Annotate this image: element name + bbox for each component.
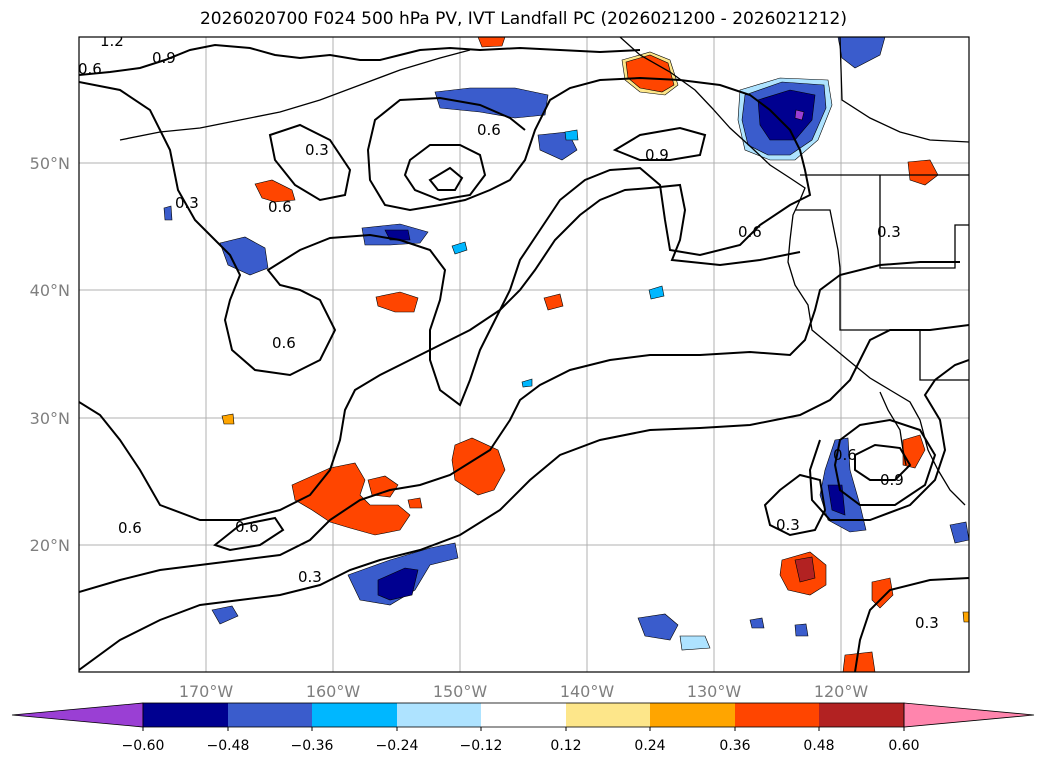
colorbar-tick-label: −0.24 [376, 738, 419, 754]
lat-axis: 50°N 40°N 30°N 20°N [30, 154, 70, 555]
colorbar-segment [819, 703, 904, 727]
lat-label: 20°N [30, 536, 70, 555]
contour-label: 0.6 [272, 334, 296, 352]
colorbar-tick-label: −0.60 [122, 738, 165, 754]
contour-label: 0.3 [877, 223, 901, 241]
contour-labels: 1.2 0.9 0.6 0.3 0.6 0.9 0.6 0.3 0.6 0.6 … [78, 32, 939, 632]
contour-label: 0.3 [776, 516, 800, 534]
colorbar-arrow-left [11, 702, 144, 728]
colorbar-segment [566, 703, 650, 727]
colorbar-segment [735, 703, 819, 727]
contour-label: 0.9 [152, 49, 176, 67]
contour-label: 0.9 [645, 146, 669, 164]
contour-label: 0.6 [268, 198, 292, 216]
lon-label: 150°W [433, 682, 488, 701]
contour-label: 0.6 [833, 446, 857, 464]
colorbar-arrow-right [903, 702, 1035, 728]
colorbar-tick-label: 0.12 [550, 738, 581, 754]
lat-label: 50°N [30, 154, 70, 173]
colorbar-frame [142, 702, 905, 728]
lat-label: 30°N [30, 409, 70, 428]
lon-label: 140°W [560, 682, 615, 701]
colorbar-tick-label: 0.60 [888, 738, 919, 754]
colorbar-segment [312, 703, 397, 727]
contour-label: 0.6 [738, 223, 762, 241]
contour-label: 0.3 [305, 141, 329, 159]
contour-label: 0.6 [78, 60, 102, 78]
contour-label: 0.6 [118, 519, 142, 537]
colorbar-tick-label: 0.48 [803, 738, 834, 754]
map-area [79, 37, 969, 672]
lon-axis: 170°W 160°W 150°W 140°W 130°W 120°W [179, 682, 869, 701]
colorbar-segment [143, 703, 228, 727]
colorbar: −0.60 −0.48 −0.36 −0.24 −0.12 0.12 0.24 0.36 0.4… [11, 702, 1035, 754]
colorbar-tick-label: −0.36 [291, 738, 334, 754]
colorbar-segment [397, 703, 481, 727]
colorbar-tick-label: −0.12 [460, 738, 503, 754]
colorbar-tick-label: 0.24 [634, 738, 665, 754]
lon-label: 170°W [179, 682, 234, 701]
lon-label: 130°W [687, 682, 742, 701]
colorbar-segment [228, 703, 312, 727]
contour-label: 0.6 [235, 518, 259, 536]
contour-label: 0.3 [298, 568, 322, 586]
contour-label: 0.3 [175, 194, 199, 212]
contour-label: 1.2 [100, 32, 124, 50]
contour-label: 0.3 [915, 614, 939, 632]
contour-label: 0.6 [477, 121, 501, 139]
colorbar-tick-label: −0.48 [207, 738, 250, 754]
lon-label: 160°W [306, 682, 361, 701]
lon-label: 120°W [814, 682, 869, 701]
map-border [78, 36, 970, 673]
pv-contours [79, 43, 969, 672]
map-title: 2026020700 F024 500 hPa PV, IVT Landfall… [199, 9, 847, 29]
lat-label: 40°N [30, 281, 70, 300]
colorbar-segment [650, 703, 735, 727]
contour-label: 0.9 [880, 471, 904, 489]
colorbar-tick-label: 0.36 [719, 738, 750, 754]
colorbar-segment [481, 703, 566, 727]
